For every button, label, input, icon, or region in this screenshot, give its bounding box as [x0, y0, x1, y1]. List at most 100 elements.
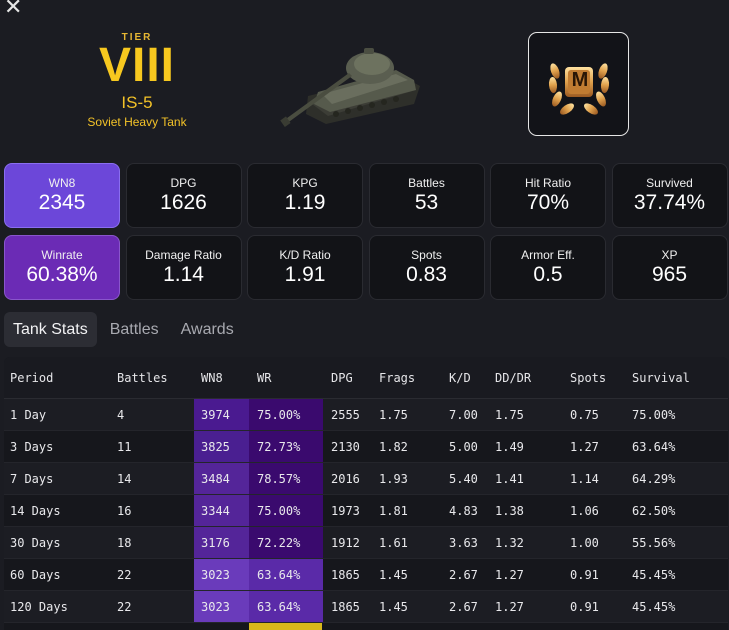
- cell-spots: 1.27: [570, 439, 599, 454]
- stat-value: 1.19: [284, 191, 326, 214]
- cell-frags: 1.45: [379, 567, 408, 582]
- stat-label: KPG: [292, 176, 318, 190]
- cell-survival: 45.45%: [632, 599, 676, 614]
- stat-value: 1.14: [163, 263, 204, 286]
- mastery-letter: M: [571, 69, 589, 91]
- table-row: 120 Days 22 3023 63.64% 1865 1.45 2.67 1…: [4, 591, 728, 623]
- cell-survival: 64.29%: [632, 471, 676, 486]
- cell-battles: 4: [117, 407, 125, 422]
- stat-label: Battles: [408, 176, 445, 190]
- tank-header: TIER VIII IS-5 Soviet Heavy Tank: [0, 28, 729, 143]
- stat-card-battles: Battles 53: [368, 163, 485, 228]
- cell-frags: 1.75: [379, 407, 408, 422]
- cell-period: 14 Days: [10, 503, 61, 518]
- stat-label: WN8: [48, 176, 76, 190]
- stat-label: XP: [661, 248, 678, 262]
- cell-survival: 45.45%: [632, 567, 676, 582]
- cell-battles: 18: [117, 535, 132, 550]
- stat-value: 70%: [526, 191, 570, 214]
- cell-wr: 75.00%: [249, 495, 323, 526]
- col-header-dddr[interactable]: DD/DR: [495, 370, 532, 385]
- cell-wn8: 3176: [194, 527, 249, 558]
- cell-spots: 0.91: [570, 599, 599, 614]
- cell-battles: 22: [117, 599, 132, 614]
- stat-label: Damage Ratio: [145, 248, 222, 262]
- col-header-battles[interactable]: Battles: [117, 370, 168, 385]
- cell-dddr: 1.41: [495, 471, 524, 486]
- stat-card-spots: Spots 0.83: [368, 235, 485, 300]
- cell-wn8: 3023: [194, 591, 249, 622]
- cell-dpg: 1973: [331, 503, 360, 518]
- table-body: 1 Day 4 3974 75.00% 2555 1.75 7.00 1.75 …: [4, 399, 728, 623]
- stat-value: 1626: [160, 191, 207, 214]
- tank-image: [280, 48, 420, 127]
- scroll-indicator: [249, 623, 322, 630]
- col-header-wr[interactable]: WR: [257, 370, 272, 385]
- cell-dpg: 1865: [331, 599, 360, 614]
- cell-kd: 3.63: [449, 535, 478, 550]
- tier-value: VIII: [98, 39, 176, 92]
- table-row: 60 Days 22 3023 63.64% 1865 1.45 2.67 1.…: [4, 559, 728, 591]
- stat-label: Armor Eff.: [521, 248, 575, 262]
- cell-dpg: 1912: [331, 535, 360, 550]
- cell-kd: 4.83: [449, 503, 478, 518]
- col-header-survival[interactable]: Survival: [632, 370, 690, 385]
- col-header-period[interactable]: Period: [10, 370, 54, 385]
- stat-card-xp: XP 965: [611, 235, 728, 300]
- cell-wr: 78.57%: [249, 463, 323, 494]
- table-header: Period Battles WN8 WR DPG Frags K/D DD/D…: [4, 357, 728, 399]
- cell-dddr: 1.75: [495, 407, 524, 422]
- cell-wr: 72.73%: [249, 431, 323, 462]
- col-header-spots[interactable]: Spots: [570, 370, 607, 385]
- cell-spots: 0.75: [570, 407, 599, 422]
- cell-kd: 2.67: [449, 599, 478, 614]
- tier-block: TIER VIII IS-5 Soviet Heavy Tank: [62, 32, 212, 129]
- cell-dddr: 1.27: [495, 567, 524, 582]
- cell-frags: 1.82: [379, 439, 408, 454]
- table-row: 3 Days 11 3825 72.73% 2130 1.82 5.00 1.4…: [4, 431, 728, 463]
- period-stats-table: Period Battles WN8 WR DPG Frags K/D DD/D…: [4, 357, 728, 630]
- tier-label: TIER: [121, 32, 153, 43]
- cell-wn8: 3825: [194, 431, 249, 462]
- cell-battles: 11: [117, 439, 132, 454]
- stat-value: 2345: [38, 191, 86, 214]
- cell-spots: 1.06: [570, 503, 599, 518]
- cell-period: 120 Days: [10, 599, 68, 614]
- tab-tank-stats[interactable]: Tank Stats: [4, 312, 97, 347]
- cell-frags: 1.81: [379, 503, 408, 518]
- stat-card-survived: Survived 37.74%: [611, 163, 728, 228]
- col-header-dpg[interactable]: DPG: [331, 370, 353, 385]
- cell-battles: 22: [117, 567, 132, 582]
- stat-value: 0.5: [533, 263, 563, 286]
- stat-card-hit-ratio: Hit Ratio 70%: [490, 163, 606, 228]
- cell-kd: 7.00: [449, 407, 478, 422]
- tab-battles[interactable]: Battles: [109, 320, 159, 338]
- cell-frags: 1.93: [379, 471, 408, 486]
- cell-dddr: 1.27: [495, 599, 524, 614]
- cell-wr: 72.22%: [249, 527, 323, 558]
- cell-dddr: 1.49: [495, 439, 524, 454]
- cell-dpg: 2555: [331, 407, 360, 422]
- mastery-icon: [548, 63, 610, 115]
- col-header-wn8[interactable]: WN8: [201, 370, 223, 385]
- stat-label: Spots: [411, 248, 442, 262]
- stat-value: 1.91: [284, 263, 326, 286]
- cell-dpg: 2016: [331, 471, 360, 486]
- cell-survival: 62.50%: [632, 503, 676, 518]
- table-row: 30 Days 18 3176 72.22% 1912 1.61 3.63 1.…: [4, 527, 728, 559]
- cell-survival: 63.64%: [632, 439, 676, 454]
- cell-period: 30 Days: [10, 535, 61, 550]
- col-header-kd[interactable]: K/D: [449, 370, 471, 385]
- col-header-frags[interactable]: Frags: [379, 370, 416, 385]
- cell-kd: 2.67: [449, 567, 478, 582]
- close-button[interactable]: ✕: [4, 0, 23, 20]
- tank-name: IS-5: [121, 93, 153, 112]
- stat-card-kpg: KPG 1.19: [247, 163, 363, 228]
- cell-wn8: 3484: [194, 463, 249, 494]
- cell-frags: 1.45: [379, 599, 408, 614]
- cell-survival: 55.56%: [632, 535, 676, 550]
- tab-awards[interactable]: Awards: [180, 320, 234, 338]
- stat-card-dpg: DPG 1626: [125, 163, 242, 228]
- stats-grid: WN8 2345 DPG 1626 KPG 1.19 Battles 53 Hi…: [4, 163, 728, 300]
- cell-survival: 75.00%: [632, 407, 676, 422]
